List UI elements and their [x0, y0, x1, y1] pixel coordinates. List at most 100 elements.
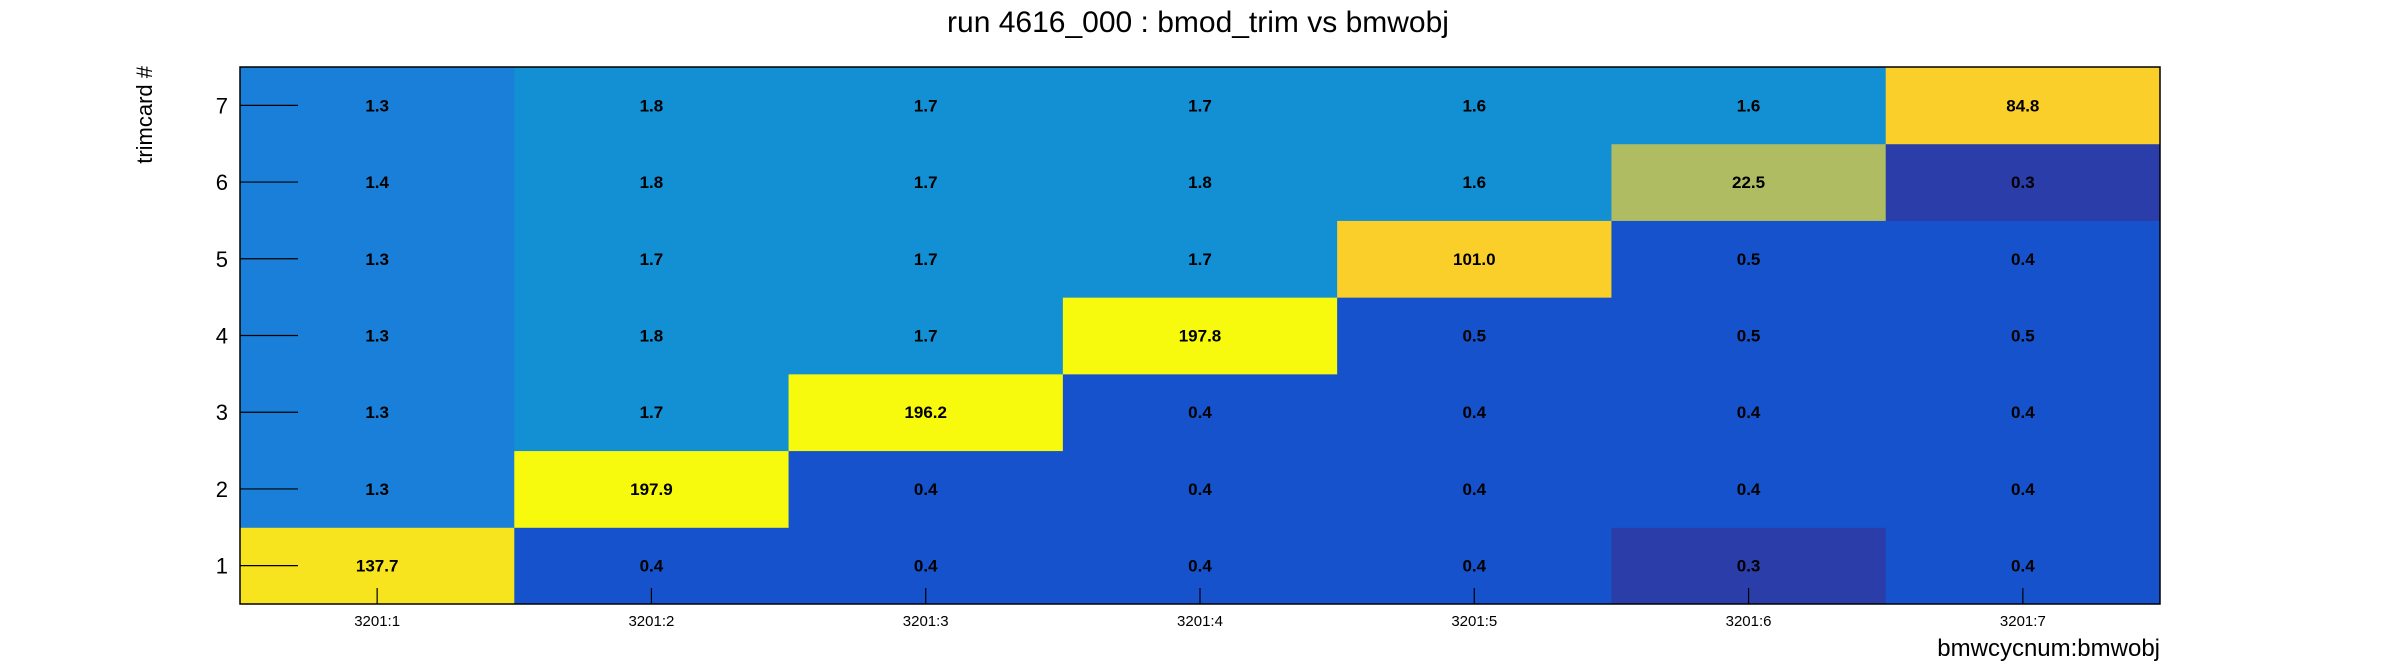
cell-value-label: 1.6: [1462, 96, 1486, 115]
heatmap-cells: [240, 67, 2161, 605]
cell-value-label: 0.4: [1737, 403, 1761, 422]
cell-value-label: 0.4: [2011, 480, 2035, 499]
cell-value-label: 0.4: [1737, 480, 1761, 499]
x-tick-label: 3201:3: [903, 613, 949, 630]
x-tick-label: 3201:6: [1726, 613, 1772, 630]
y-axis-label: trimcard #: [132, 65, 157, 164]
heatmap-cell: [1611, 220, 1887, 298]
cell-value-label: 1.7: [914, 327, 938, 346]
heatmap-cell: [514, 143, 790, 221]
heatmap-cell: [1337, 67, 1612, 145]
heatmap-cell: [1885, 67, 2161, 145]
heatmap-cell: [1062, 220, 1338, 298]
heatmap-cell: [1337, 143, 1612, 221]
cell-value-label: 196.2: [904, 403, 947, 422]
cell-value-label: 1.6: [1462, 173, 1486, 192]
cell-value-label: 0.4: [1462, 403, 1486, 422]
cell-value-label: 197.8: [1179, 327, 1222, 346]
cell-value-label: 1.7: [640, 250, 664, 269]
heatmap-cell: [514, 297, 790, 375]
cell-value-label: 1.3: [365, 403, 389, 422]
heatmap-cell: [1885, 373, 2161, 452]
cell-value-label: 0.4: [2011, 557, 2035, 576]
cell-value-label: 1.7: [640, 403, 664, 422]
heatmap-cell: [788, 67, 1064, 145]
heatmap-cell: [1611, 297, 1887, 375]
heatmap-cell: [1611, 67, 1887, 145]
cell-value-label: 0.4: [914, 480, 938, 499]
heatmap-cell: [1611, 450, 1887, 528]
cell-value-label: 137.7: [356, 557, 399, 576]
heatmap-cell: [788, 220, 1064, 298]
cell-value-label: 22.5: [1732, 173, 1765, 192]
cell-value-label: 1.3: [365, 327, 389, 346]
y-tick-label: 7: [216, 93, 228, 118]
heatmap-cell: [514, 67, 790, 145]
y-tick-label: 3: [216, 400, 228, 425]
heatmap-cell: [1611, 373, 1887, 452]
y-tick-label: 1: [216, 554, 228, 579]
heatmap-cell: [1337, 297, 1612, 375]
cell-value-label: 0.5: [1462, 327, 1486, 346]
heatmap-cell: [1885, 450, 2161, 528]
x-tick-label: 3201:4: [1177, 613, 1223, 630]
heatmap-cell: [1885, 220, 2161, 298]
x-tick-label: 3201:7: [2000, 613, 2046, 630]
cell-value-label: 1.7: [1188, 96, 1212, 115]
heatmap-cell: [1062, 297, 1338, 375]
cell-value-label: 0.5: [2011, 327, 2035, 346]
cell-value-label: 84.8: [2006, 96, 2039, 115]
cell-value-label: 1.8: [1188, 173, 1212, 192]
cell-value-label: 1.3: [365, 250, 389, 269]
heatmap-cell: [514, 450, 790, 528]
heatmap-cell: [1337, 450, 1612, 528]
heatmap-cell: [1611, 143, 1887, 221]
y-tick-label: 6: [216, 170, 228, 195]
cell-value-label: 0.3: [2011, 173, 2035, 192]
heatmap-cell: [788, 373, 1064, 452]
cell-value-label: 1.8: [640, 96, 664, 115]
cell-value-label: 1.8: [640, 173, 664, 192]
heatmap-cell: [1337, 220, 1612, 298]
chart-title: run 4616_000 : bmod_trim vs bmwobj: [947, 6, 1449, 39]
heatmap-cell: [1062, 67, 1338, 145]
heatmap-cell: [1062, 450, 1338, 528]
cell-value-label: 1.8: [640, 327, 664, 346]
y-tick-label: 4: [216, 324, 228, 349]
cell-value-label: 1.3: [365, 480, 389, 499]
cell-value-label: 1.7: [914, 250, 938, 269]
y-tick-label: 5: [216, 247, 228, 272]
cell-value-label: 1.6: [1737, 96, 1761, 115]
cell-value-label: 1.3: [365, 96, 389, 115]
cell-value-label: 0.4: [1188, 557, 1212, 576]
cell-value-label: 0.5: [1737, 327, 1761, 346]
x-tick-label: 3201:2: [628, 613, 674, 630]
cell-value-label: 0.5: [1737, 250, 1761, 269]
cell-value-label: 1.7: [1188, 250, 1212, 269]
heatmap-cell: [1885, 297, 2161, 375]
heatmap-cell: [1062, 373, 1338, 452]
cell-value-label: 0.4: [1462, 480, 1486, 499]
x-axis-label: bmwcycnum:bmwobj: [1937, 635, 2160, 662]
cell-value-label: 197.9: [630, 480, 673, 499]
heatmap-cell: [1062, 143, 1338, 221]
heatmap-cell: [1337, 373, 1612, 452]
cell-value-label: 101.0: [1453, 250, 1496, 269]
cell-value-labels: 137.7 0.4 0.4 0.4 0.4 0.3 0.4 1.3 197.9 0.4 0.4 0.4…: [356, 96, 2040, 575]
cell-value-label: 0.4: [1188, 403, 1212, 422]
heatmap-cell: [788, 143, 1064, 221]
cell-value-label: 1.7: [914, 96, 938, 115]
axes: 3201:1 3201:2 3201:3 3201:4 3201:5 3201:6 3201…: [216, 66, 2161, 630]
cell-value-label: 0.4: [1462, 557, 1486, 576]
heatmap-cell: [514, 220, 790, 298]
heatmap-cell: [788, 297, 1064, 375]
cell-value-label: 1.4: [365, 173, 389, 192]
heatmap-cell: [514, 373, 790, 452]
cell-value-label: 0.4: [914, 557, 938, 576]
heatmap-cell: [788, 450, 1064, 528]
x-tick-label: 3201:5: [1451, 613, 1497, 630]
cell-value-label: 0.4: [2011, 250, 2035, 269]
cell-value-label: 0.4: [2011, 403, 2035, 422]
cell-value-label: 0.4: [1188, 480, 1212, 499]
